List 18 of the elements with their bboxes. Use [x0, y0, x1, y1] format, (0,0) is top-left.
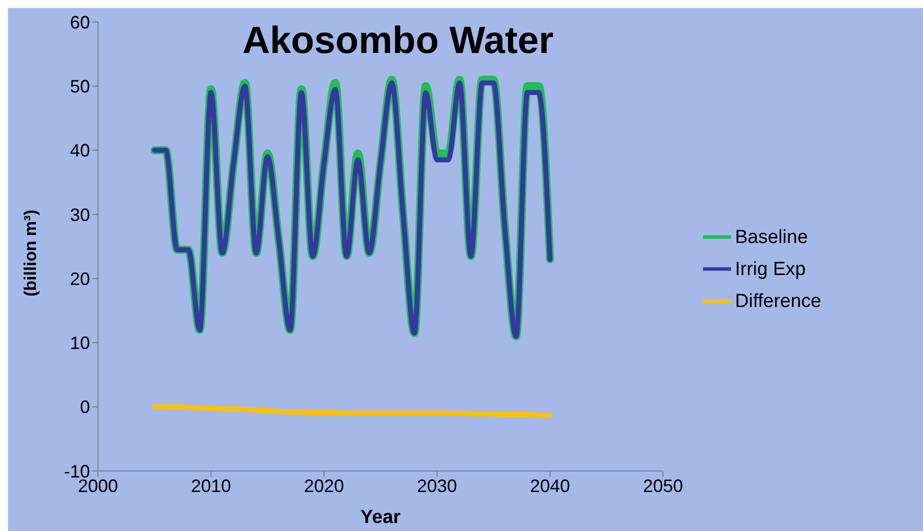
y-tick-label: 30: [70, 204, 90, 225]
x-tick-label: 2010: [190, 476, 232, 496]
legend-label: Difference: [735, 290, 822, 312]
y-tick-label: 10: [70, 333, 90, 354]
y-tick-label: 60: [70, 12, 90, 32]
y-tick-label: 0: [80, 397, 90, 418]
y-axis-title: (billion m³): [21, 210, 40, 296]
x-axis-title: Year: [360, 507, 402, 528]
x-tick-label: 2020: [304, 476, 344, 496]
y-tick-label: 50: [70, 76, 90, 97]
x-tick-label: 2040: [530, 476, 570, 496]
y-tick-label: 40: [70, 140, 90, 161]
legend-label: Irrig Exp: [735, 258, 806, 280]
x-tick-label: 2050: [642, 476, 684, 496]
chart-title: Akosombo Water: [241, 20, 555, 63]
legend-label: Baseline: [735, 226, 808, 248]
x-tick-label: 2030: [416, 476, 458, 496]
y-tick-label: 20: [70, 268, 90, 289]
